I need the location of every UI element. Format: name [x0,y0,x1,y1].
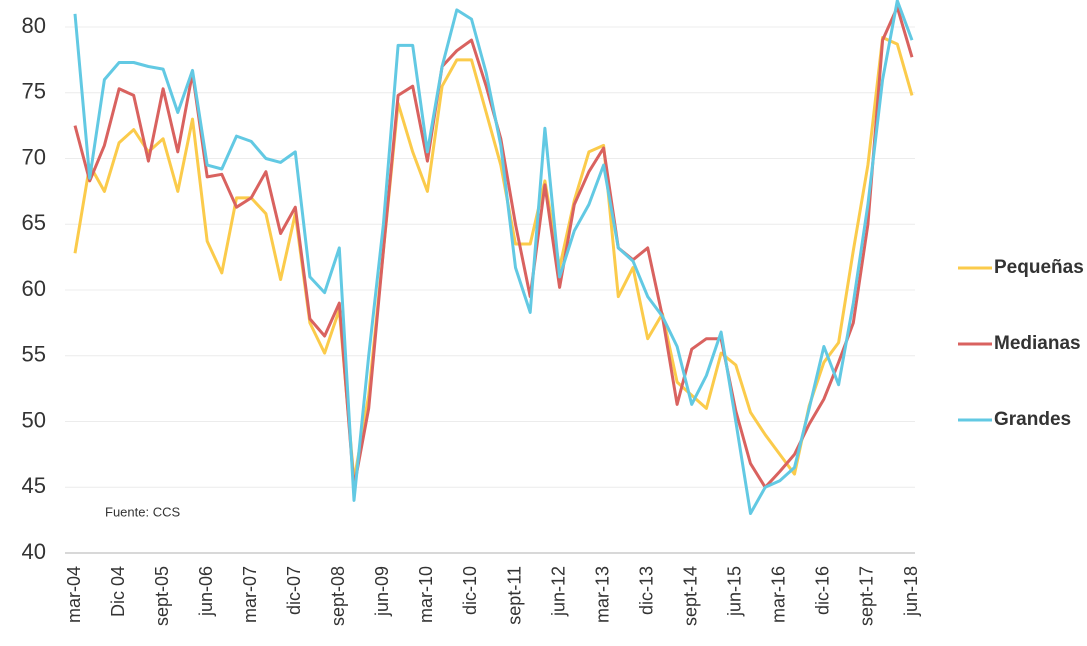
x-tick-label: Dic 04 [108,566,128,617]
y-tick-label: 50 [22,407,46,432]
x-tick-label: sept-14 [680,566,700,626]
x-tick-label: mar-13 [592,566,612,623]
y-tick-label: 60 [22,276,46,301]
series-line [73,5,914,489]
x-tick-label: mar-04 [64,566,84,623]
y-tick-label: 75 [22,79,46,104]
x-tick-label: mar-10 [416,566,436,623]
x-tick-label: sept-08 [328,566,348,626]
series-line [73,36,914,483]
series-line [73,0,914,515]
x-tick-label: mar-07 [240,566,260,623]
y-tick-label: 80 [22,13,46,38]
x-tick-label: sept-11 [504,566,524,625]
x-tick-label: jun-15 [725,566,745,617]
x-tick-label: sept-05 [152,566,172,626]
x-tick-label: dic-13 [636,566,656,615]
x-tick-label: dic-16 [813,566,833,615]
y-tick-label: 40 [22,539,46,564]
y-tick-label: 45 [22,473,46,498]
x-tick-label: jun-12 [548,566,568,617]
legend-label: Pequeñas [994,257,1084,278]
x-tick-label: mar-16 [769,566,789,623]
y-tick-label: 55 [22,342,46,367]
x-tick-label: sept-17 [857,566,877,626]
x-tick-label: jun-18 [901,566,921,617]
source-note: Fuente: CCS [105,504,180,519]
x-tick-label: dic-10 [460,566,480,615]
legend-label: Medianas [994,333,1081,354]
x-tick-label: jun-09 [372,566,392,617]
x-tick-label: dic-07 [284,566,304,615]
legend-label: Grandes [994,409,1071,430]
y-tick-label: 70 [22,144,46,169]
y-tick-label: 65 [22,210,46,235]
x-tick-label: jun-06 [196,566,216,617]
